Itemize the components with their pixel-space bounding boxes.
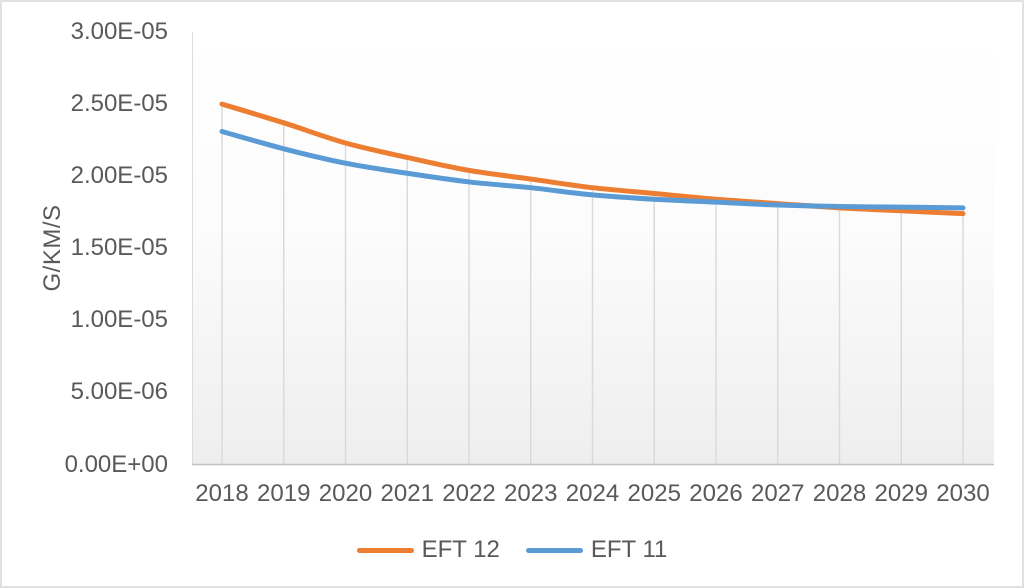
x-axis-tick-label: 2021 (380, 480, 434, 507)
x-axis-tick-label: 2023 (504, 480, 558, 507)
x-axis-tick-label: 2019 (257, 480, 311, 507)
y-axis-tick-label: 3.00E-05 (70, 18, 168, 45)
y-axis-tick-label: 1.50E-05 (70, 234, 168, 262)
legend-item-eft-12: EFT 12 (356, 536, 500, 564)
x-axis-tick-label: 2029 (874, 480, 928, 507)
y-axis-tick-label: 2.00E-05 (70, 162, 168, 190)
x-axis-tick-label: 2018 (195, 480, 249, 507)
y-axis-tick-label: 2.50E-05 (70, 90, 168, 118)
legend-line-swatch (356, 547, 414, 553)
y-axis-tick-label: 5.00E-06 (70, 378, 168, 406)
x-axis-tick-label: 2028 (812, 480, 867, 507)
y-axis-tick-label: 1.00E-05 (70, 306, 168, 334)
x-axis-tick-label: 2030 (936, 480, 990, 507)
y-axis-title: G/KM/S (39, 204, 66, 292)
x-axis-tick-label: 2025 (627, 480, 681, 507)
legend-item-eft-11: EFT 11 (525, 536, 668, 564)
x-axis-tick-label: 2022 (442, 480, 496, 507)
legend-label: EFT 12 (421, 536, 500, 563)
legend-line-swatch (525, 547, 583, 553)
legend-label: EFT 11 (590, 536, 668, 563)
x-axis-tick-label: 2024 (565, 480, 620, 507)
y-axis-tick-label: 0.00E+00 (64, 450, 168, 478)
x-axis-tick-label: 2027 (751, 480, 805, 507)
x-axis-tick-label: 2020 (318, 480, 373, 507)
series-line-eft-11 (219, 128, 966, 211)
x-axis-tick-label: 2026 (689, 480, 743, 507)
chart-legend: EFT 12 EFT 11 (2, 536, 1022, 564)
